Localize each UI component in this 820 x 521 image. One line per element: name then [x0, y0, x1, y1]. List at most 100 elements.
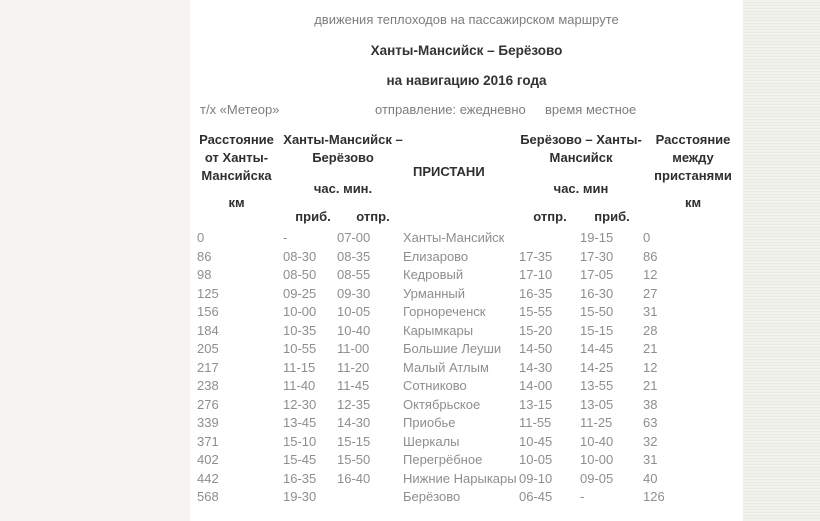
return-departure-time: [519, 229, 580, 248]
header-distance-between: Расстояние между пристанями км: [643, 131, 743, 229]
return-departure-time: 13-15: [519, 396, 553, 412]
distance-between-piers: 28: [643, 322, 658, 338]
table-row: 339 13-45 14-30 Приобье 11-55 11-25 63: [190, 414, 743, 433]
outbound-departure-time: 15-50: [337, 452, 371, 467]
outbound-arrival-time: 13-45: [283, 415, 317, 430]
pier-name: Большие Леуши: [403, 341, 502, 356]
pier-name: Приобье: [403, 415, 456, 430]
pier-name: Перегрёбное: [403, 452, 483, 467]
header-line: Расстояние: [199, 132, 274, 147]
header-line: Берёзово – Ханты-: [520, 132, 642, 147]
distance-between-piers: 12: [643, 267, 658, 282]
header-line: Мансийск: [549, 150, 613, 165]
distance-from-khanty-mansiysk: 98: [197, 267, 212, 282]
outbound-departure-time: 07-00: [337, 230, 371, 245]
return-departure-time: 09-10: [519, 470, 553, 486]
table-row: 125 09-25 09-30 Урманный 16-35 16-30 27: [190, 285, 743, 304]
outbound-arrival-time: 08-50: [283, 267, 317, 282]
return-arrival-time: 13-55: [580, 378, 614, 393]
table-row: 184 10-35 10-40 Карымкары 15-20 15-15 28: [190, 322, 743, 341]
pier-name: Сотниково: [403, 378, 467, 393]
departure-frequency: отправление: ежедневно: [375, 102, 526, 117]
header-subrow-outbound: приб. отпр.: [283, 208, 403, 226]
info-row: т/х «Метеор» отправление: ежедневно врем…: [190, 102, 743, 118]
header-line: от Ханты-: [204, 150, 269, 165]
outbound-departure-time: 08-55: [337, 267, 371, 282]
distance-from-khanty-mansiysk: 205: [197, 341, 219, 356]
return-arrival-time: 16-30: [580, 285, 614, 301]
pier-name: Кедровый: [403, 267, 464, 282]
outbound-departure-time: 11-45: [337, 378, 370, 393]
distance-from-khanty-mansiysk: 339: [197, 415, 219, 430]
return-arrival-time: 15-15: [580, 322, 614, 338]
return-arrival-time: -: [580, 489, 585, 504]
return-departure-time: 11-55: [519, 415, 552, 430]
outbound-departure-time: 09-30: [337, 285, 371, 301]
outbound-arrival-time: 12-30: [283, 396, 317, 412]
outbound-departure-time: 08-35: [337, 248, 371, 264]
return-departure-time: 14-30: [519, 359, 553, 375]
outbound-departure-time: 11-20: [337, 359, 370, 375]
outbound-departure-time: 14-30: [337, 415, 371, 430]
distance-between-piers: 126: [643, 489, 665, 504]
table-row: 217 11-15 11-20 Малый Атлым 14-30 14-25 12: [190, 359, 743, 378]
header-unit-km: км: [228, 195, 245, 210]
pier-name: Шеркалы: [403, 433, 460, 449]
distance-from-khanty-mansiysk: 86: [197, 248, 212, 264]
distance-between-piers: 21: [643, 341, 658, 356]
return-departure-time: 14-50: [519, 341, 553, 356]
outbound-arrival-time: 10-00: [283, 304, 317, 319]
distance-between-piers: 32: [643, 433, 658, 449]
local-time-note: время местное: [545, 102, 637, 117]
pier-name: Малый Атлым: [403, 359, 489, 375]
distance-from-khanty-mansiysk: 238: [197, 378, 219, 393]
return-arrival-time: 17-30: [580, 248, 614, 264]
table-row: 568 19-30 Берёзово 06-45 - 126: [190, 488, 743, 507]
distance-between-piers: 12: [643, 359, 658, 375]
return-arrival-time: 13-05: [580, 396, 614, 412]
distance-from-khanty-mansiysk: 402: [197, 452, 219, 467]
header-units-label: час. мин.: [313, 181, 373, 196]
header-line: пристанями: [654, 168, 732, 183]
timetable-paper: движения теплоходов на пассажирском марш…: [190, 0, 743, 521]
distance-between-piers: 86: [643, 248, 658, 264]
table-row: 442 16-35 16-40 Нижние Нарыкары 09-10 09-05 40: [190, 470, 743, 489]
outbound-arrival-time: 09-25: [283, 285, 317, 301]
header-distance-from: Расстояние от Ханты- Мансийска км: [190, 131, 283, 229]
outbound-departure-time: [337, 488, 403, 507]
header-subrow-return: отпр. приб.: [519, 208, 643, 226]
return-arrival-time: 17-05: [580, 267, 614, 282]
return-arrival-time: 15-50: [580, 304, 614, 319]
pier-name: Нижние Нарыкары: [403, 470, 517, 486]
return-arrival-time: 14-25: [580, 359, 614, 375]
distance-between-piers: 21: [643, 378, 658, 393]
distance-from-khanty-mansiysk: 371: [197, 433, 219, 449]
header-arrival-label: приб.: [295, 209, 331, 224]
return-arrival-time: 10-40: [580, 433, 614, 449]
table-row: 276 12-30 12-35 Октябрьское 13-15 13-05 38: [190, 396, 743, 415]
distance-from-khanty-mansiysk: 276: [197, 396, 219, 412]
return-departure-time: 15-55: [519, 304, 553, 319]
route-title: Ханты-Мансийск – Берёзово: [370, 43, 563, 58]
page-right-striped-band: [743, 0, 820, 521]
distance-from-khanty-mansiysk: 184: [197, 322, 219, 338]
pier-name: Ханты-Мансийск: [403, 230, 505, 245]
distance-between-piers: 31: [643, 304, 658, 319]
header-line: Берёзово: [312, 150, 374, 165]
header-arrival-label: приб.: [594, 209, 630, 224]
outbound-arrival-time: -: [283, 230, 288, 245]
return-departure-time: 10-45: [519, 433, 553, 449]
return-departure-time: 10-05: [519, 452, 553, 467]
distance-from-khanty-mansiysk: 217: [197, 359, 219, 375]
table-row: 0 - 07-00 Ханты-Мансийск 19-15 0: [190, 229, 743, 248]
header-departure-label: отпр.: [533, 209, 567, 224]
outbound-arrival-time: 10-55: [283, 341, 317, 356]
outbound-arrival-time: 15-10: [283, 433, 317, 449]
table-row: 98 08-50 08-55 Кедровый 17-10 17-05 12: [190, 266, 743, 285]
return-departure-time: 15-20: [519, 322, 553, 338]
header-line: Расстояние: [655, 132, 731, 147]
pier-name: Карымкары: [403, 322, 474, 338]
distance-between-piers: 0: [643, 230, 651, 245]
return-arrival-time: 11-25: [580, 415, 613, 430]
